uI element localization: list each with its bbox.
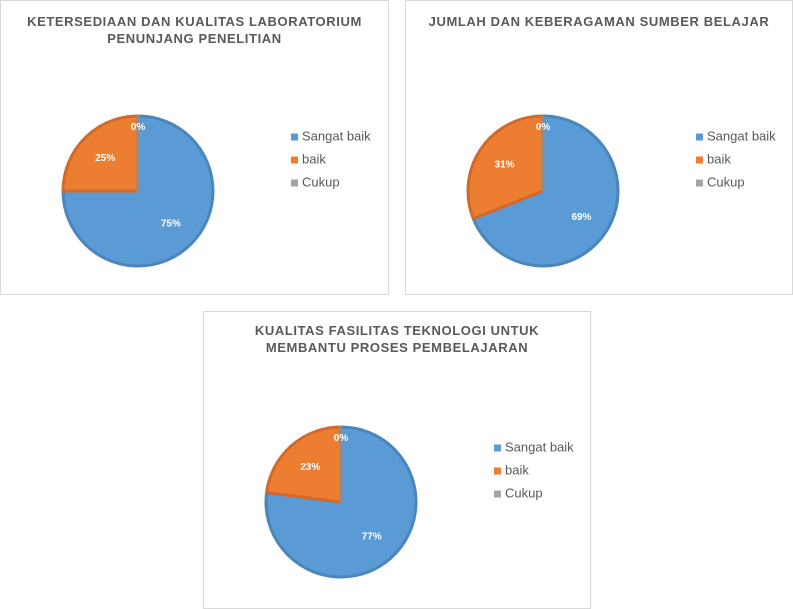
data-label: 0% bbox=[334, 433, 349, 444]
legend-label: baik bbox=[505, 462, 529, 477]
pie-slice bbox=[265, 425, 343, 504]
legend-marker bbox=[291, 156, 298, 164]
chart-title: JUMLAH DAN KEBERAGAMAN SUMBER BELAJAR bbox=[428, 14, 770, 29]
chart: 69% 31% 0% Sangat baik baik Cukup bbox=[466, 114, 776, 268]
legend-marker bbox=[696, 156, 703, 164]
chart-panel: JUMLAH DAN KEBERAGAMAN SUMBER BELAJAR 69%… bbox=[405, 0, 793, 295]
pie-slice bbox=[61, 114, 140, 193]
data-label: 23% bbox=[300, 462, 320, 473]
legend-label: Sangat baik bbox=[302, 128, 371, 143]
legend-marker bbox=[696, 133, 703, 141]
data-label: 75% bbox=[161, 219, 181, 230]
legend-label: Cukup bbox=[302, 174, 340, 189]
legend-label: Sangat baik bbox=[707, 128, 776, 143]
chart-title: KETERSEDIAAN DAN KUALITAS LABORATORIUM P… bbox=[27, 14, 362, 46]
legend-marker bbox=[696, 179, 703, 187]
data-label: 69% bbox=[571, 212, 591, 223]
chart-title: KUALITAS FASILITAS TEKNOLOGI UNTUK MEMBA… bbox=[254, 323, 540, 355]
legend-marker bbox=[494, 467, 501, 475]
legend-label: baik bbox=[707, 151, 731, 166]
pie-slice bbox=[264, 425, 418, 579]
legend-marker bbox=[291, 133, 298, 141]
data-label: 25% bbox=[95, 153, 115, 164]
pie-slice bbox=[61, 114, 215, 268]
pie-slice bbox=[466, 114, 545, 221]
data-label: 31% bbox=[495, 160, 515, 171]
data-label: 77% bbox=[362, 532, 382, 543]
legend-marker bbox=[494, 490, 501, 498]
legend-label: Cukup bbox=[505, 485, 543, 500]
chart: 75% 25% 0% Sangat baik baik Cukup bbox=[61, 114, 371, 268]
chart-panel: KUALITAS FASILITAS TEKNOLOGI UNTUK MEMBA… bbox=[203, 311, 591, 609]
data-label: 0% bbox=[536, 122, 551, 133]
legend-marker bbox=[291, 179, 298, 187]
legend-marker bbox=[494, 444, 501, 452]
legend-label: Cukup bbox=[707, 174, 745, 189]
chart-panel: KETERSEDIAAN DAN KUALITAS LABORATORIUM P… bbox=[0, 0, 389, 295]
legend-label: baik bbox=[302, 151, 326, 166]
data-label: 0% bbox=[131, 122, 146, 133]
pie-slice bbox=[471, 114, 620, 268]
legend-label: Sangat baik bbox=[505, 439, 574, 454]
chart: 77% 23% 0% Sangat baik baik Cukup bbox=[264, 425, 574, 579]
